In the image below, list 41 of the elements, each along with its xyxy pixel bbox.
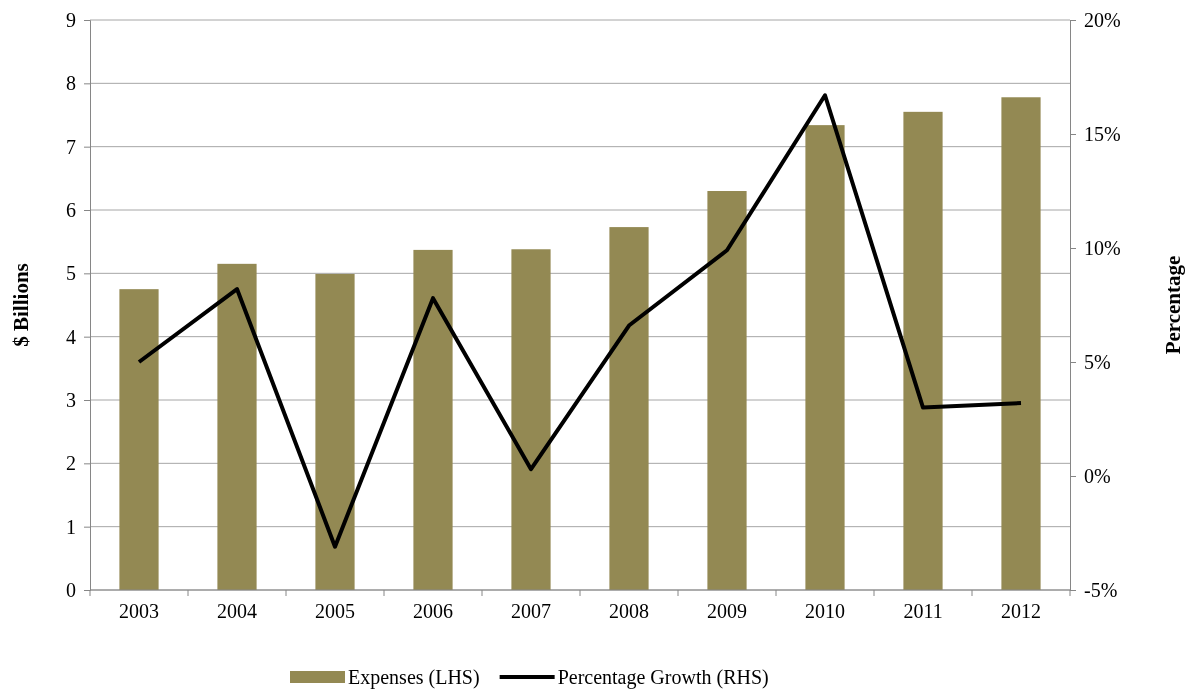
bar [315, 273, 355, 590]
y2-tick-label: 0% [1084, 464, 1111, 487]
y-tick-label: 3 [66, 388, 76, 411]
x-tick-label: 2010 [805, 600, 845, 623]
legend-label: Percentage Growth (RHS) [557, 666, 769, 689]
x-tick-label: 2012 [1001, 600, 1041, 623]
x-tick-label: 2004 [217, 600, 257, 623]
bar [609, 227, 649, 590]
bar [707, 191, 747, 590]
y2-tick-label: 10% [1084, 236, 1121, 259]
y-tick-label: 1 [66, 515, 76, 538]
y2-tick-label: 20% [1084, 8, 1121, 31]
y-tick-label: 4 [66, 325, 76, 348]
line-series [137, 93, 1023, 549]
x-tick-label: 2006 [413, 600, 453, 623]
y-tick-label: 6 [66, 198, 76, 221]
y2-tick-label: 5% [1084, 350, 1111, 373]
bar [119, 289, 159, 590]
x-tick-label: 2011 [903, 600, 943, 623]
x-tick-label: 2003 [119, 600, 159, 623]
x-tick-label: 2007 [511, 600, 551, 623]
y-axis-title: $ Billions [9, 263, 33, 347]
bar [413, 249, 453, 590]
y-tick-label: 9 [66, 8, 76, 31]
bar [217, 263, 257, 590]
x-tick-label: 2008 [609, 600, 649, 623]
bar [1001, 97, 1041, 590]
y2-tick-label: -5% [1084, 578, 1118, 601]
bar [511, 249, 551, 590]
x-tick-label: 2009 [707, 600, 747, 623]
x-tick-label: 2005 [315, 600, 355, 623]
bar [903, 111, 943, 590]
y-tick-label: 0 [66, 578, 76, 601]
bar [805, 125, 845, 590]
y2-axis-title: Percentage [1161, 255, 1185, 355]
y-tick-label: 5 [66, 262, 76, 285]
y2-tick-label: 15% [1084, 122, 1121, 145]
legend-label: Expenses (LHS) [348, 666, 480, 689]
y-tick-label: 8 [66, 72, 76, 95]
y-tick-label: 2 [66, 452, 76, 475]
y-tick-label: 7 [66, 135, 76, 158]
